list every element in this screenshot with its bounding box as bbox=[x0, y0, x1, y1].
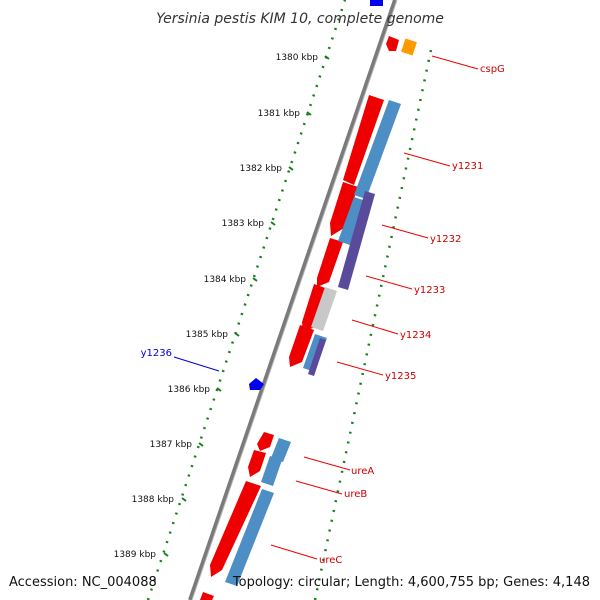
cds-arrow-y1232 bbox=[330, 182, 358, 236]
cds-arrow-ureB bbox=[248, 450, 266, 477]
feature-block-ureC bbox=[225, 489, 274, 586]
gene-label-y1235[interactable]: y1235 bbox=[385, 371, 416, 382]
feature-block-y1232-purple bbox=[338, 191, 375, 290]
genome-backbone-highlight bbox=[191, 0, 398, 600]
cds-arrow-y1231 bbox=[343, 95, 384, 185]
gene-label-y1232[interactable]: y1232 bbox=[430, 234, 461, 245]
feature-block-ureA bbox=[271, 438, 291, 462]
feature-block-y1235-purple bbox=[308, 338, 326, 376]
cds-arrow-ureC bbox=[210, 481, 261, 577]
map-title: Yersinia pestis KIM 10, complete genome bbox=[156, 11, 444, 27]
cds-arrow-bottom bbox=[200, 592, 214, 600]
tick-label-1385: 1385 kbp bbox=[186, 330, 229, 340]
cds-arrow-ureA bbox=[257, 432, 274, 451]
cds-arrow-y1235 bbox=[289, 325, 314, 367]
tick-label-1383: 1383 kbp bbox=[222, 219, 265, 229]
feature-block-track bbox=[225, 38, 417, 586]
gene-label-y1234[interactable]: y1234 bbox=[400, 330, 431, 341]
genome-summary: Topology: circular; Length: 4,600,755 bp… bbox=[232, 575, 590, 590]
cds-arrow-cspG-neighbor bbox=[386, 36, 399, 51]
tick-label-1381: 1381 kbp bbox=[258, 109, 301, 119]
gene-label-y1233[interactable]: y1233 bbox=[414, 285, 445, 296]
gene-label-ureC[interactable]: ureC bbox=[319, 555, 342, 566]
feature-block-ureB bbox=[261, 456, 282, 486]
kbp-tick-marks bbox=[163, 55, 330, 557]
accession-label: Accession: NC_004088 bbox=[9, 575, 157, 590]
tick-label-1387: 1387 kbp bbox=[150, 440, 193, 450]
gene-label-ureA[interactable]: ureA bbox=[351, 466, 374, 477]
tick-label-1386: 1386 kbp bbox=[168, 385, 211, 395]
tick-label-1388: 1388 kbp bbox=[132, 495, 175, 505]
top-feature-block bbox=[370, 0, 383, 6]
tick-label-1382: 1382 kbp bbox=[240, 164, 283, 174]
tick-label-1384: 1384 kbp bbox=[204, 275, 247, 285]
feature-block-y1232-blue bbox=[338, 197, 366, 245]
genome-backbone bbox=[188, 0, 397, 600]
gene-label-ureB[interactable]: ureB bbox=[344, 489, 367, 500]
gene-label-y1236[interactable]: y1236 bbox=[141, 348, 172, 359]
gene-label-y1231[interactable]: y1231 bbox=[452, 161, 483, 172]
cds-arrow-y1234 bbox=[302, 284, 328, 332]
gene-marker-y1236 bbox=[249, 378, 264, 390]
gene-label-cspG[interactable]: cspG bbox=[480, 64, 505, 75]
forward-cds-track bbox=[200, 36, 399, 600]
feature-block-cspG bbox=[401, 38, 417, 56]
tick-label-1380: 1380 kbp bbox=[276, 53, 319, 63]
label-callout-lines bbox=[173, 55, 479, 560]
feature-block-y1234-gray bbox=[311, 287, 337, 331]
feature-block-y1231 bbox=[354, 100, 401, 199]
tick-label-1389: 1389 kbp bbox=[114, 550, 157, 560]
cds-arrow-y1233 bbox=[317, 238, 343, 287]
